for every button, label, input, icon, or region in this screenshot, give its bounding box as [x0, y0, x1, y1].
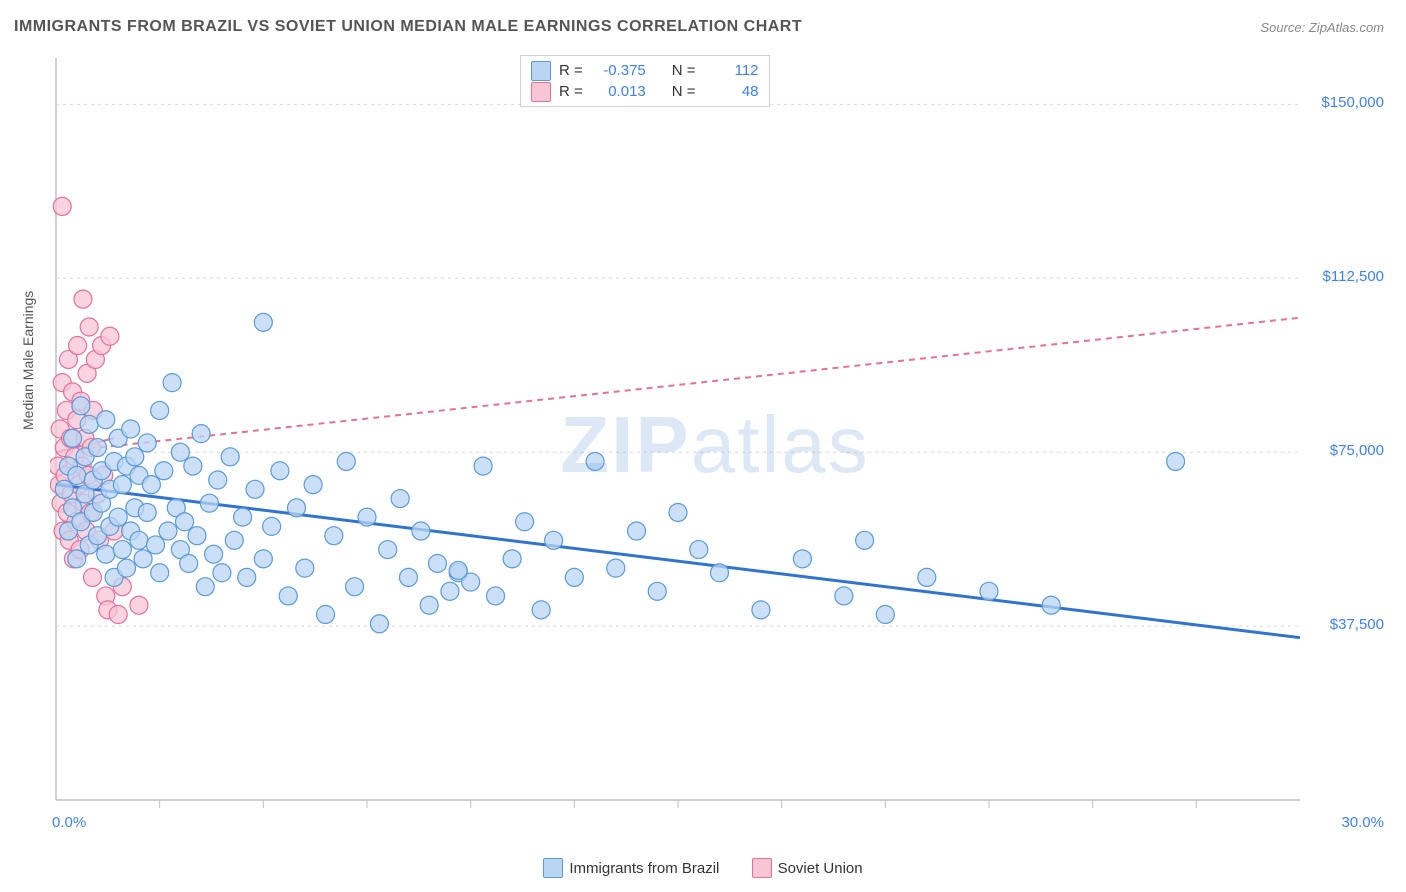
x-min-label: 0.0%: [52, 814, 86, 831]
source-attribution: Source: ZipAtlas.com: [1260, 20, 1384, 35]
n-value-brazil: 112: [704, 60, 759, 81]
r-value-soviet: 0.013: [591, 81, 646, 102]
n-value-soviet: 48: [704, 81, 759, 102]
plot-area: ZIPatlas: [50, 50, 1380, 840]
y-tick-label: $37,500: [1330, 616, 1384, 633]
legend-swatch-brazil: [543, 858, 563, 878]
y-tick-label: $75,000: [1330, 442, 1384, 459]
legend-label-brazil: Immigrants from Brazil: [569, 860, 719, 877]
y-tick-label: $150,000: [1321, 94, 1384, 111]
y-tick-label: $112,500: [1323, 268, 1384, 285]
y-axis-label: Median Male Earnings: [20, 291, 36, 430]
legend-swatch-soviet: [752, 858, 772, 878]
r-label: R =: [559, 81, 583, 102]
chart-svg: [50, 50, 1380, 840]
legend-item-brazil: Immigrants from Brazil: [543, 858, 719, 878]
r-label: R =: [559, 60, 583, 81]
x-max-label: 30.0%: [1341, 814, 1384, 831]
legend-swatch-soviet: [531, 82, 551, 102]
n-label: N =: [672, 60, 696, 81]
bottom-legend: Immigrants from Brazil Soviet Union: [0, 858, 1406, 882]
legend-label-soviet: Soviet Union: [778, 860, 863, 877]
n-label: N =: [672, 81, 696, 102]
r-value-brazil: -0.375: [591, 60, 646, 81]
legend-item-soviet: Soviet Union: [752, 858, 863, 878]
chart-title: IMMIGRANTS FROM BRAZIL VS SOVIET UNION M…: [14, 18, 802, 36]
stats-row-soviet: R = 0.013 N = 48: [531, 81, 759, 102]
stats-legend: R = -0.375 N = 112 R = 0.013 N = 48: [520, 55, 770, 107]
stats-row-brazil: R = -0.375 N = 112: [531, 60, 759, 81]
legend-swatch-brazil: [531, 61, 551, 81]
